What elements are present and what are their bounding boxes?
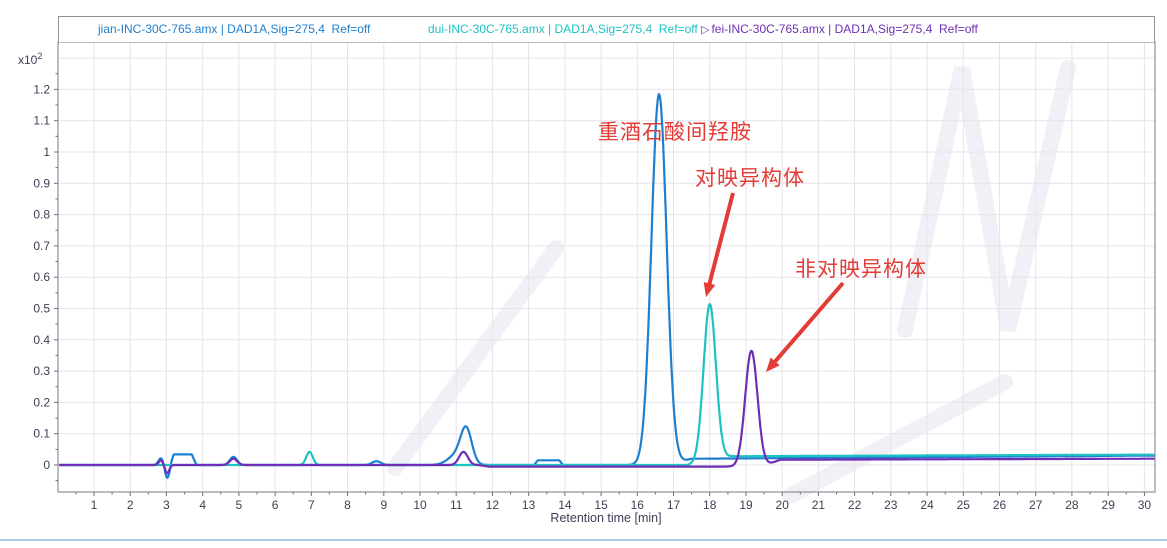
svg-text:15: 15 bbox=[594, 498, 608, 512]
svg-text:11: 11 bbox=[450, 498, 463, 512]
svg-text:29: 29 bbox=[1102, 498, 1116, 512]
svg-text:12: 12 bbox=[486, 498, 500, 512]
legend-entry-fei[interactable]: ▷ fei-INC-30C-765.amx | DAD1A,Sig=275,4 R… bbox=[701, 22, 978, 36]
axis-ticks bbox=[54, 73, 1145, 496]
svg-text:10: 10 bbox=[413, 498, 427, 512]
annotation-enantiomer: 对映异构体 bbox=[695, 167, 805, 190]
svg-text:0.1: 0.1 bbox=[33, 427, 50, 441]
svg-text:3: 3 bbox=[163, 498, 170, 512]
svg-text:1.2: 1.2 bbox=[33, 82, 50, 96]
legend-label-dui: dui-INC-30C-765.amx | DAD1A,Sig=275,4 Re… bbox=[428, 22, 698, 36]
svg-text:1: 1 bbox=[91, 498, 98, 512]
svg-text:18: 18 bbox=[703, 498, 717, 512]
svg-text:0.8: 0.8 bbox=[33, 208, 50, 222]
trace-fei[interactable] bbox=[58, 349, 1155, 475]
legend-entry-dui[interactable]: dui-INC-30C-765.amx | DAD1A,Sig=275,4 Re… bbox=[426, 22, 698, 36]
svg-text:27: 27 bbox=[1029, 498, 1043, 512]
svg-text:21: 21 bbox=[812, 498, 826, 512]
plot-border bbox=[57, 41, 1156, 493]
x-axis-title: Retention time [min] bbox=[550, 511, 662, 525]
svg-text:0.4: 0.4 bbox=[33, 333, 50, 347]
annotation-arrows bbox=[703, 192, 845, 372]
svg-text:13: 13 bbox=[522, 498, 536, 512]
svg-text:0.2: 0.2 bbox=[33, 395, 50, 409]
svg-text:4: 4 bbox=[199, 498, 206, 512]
svg-text:23: 23 bbox=[884, 498, 898, 512]
annotation-diastereomer: 非对映异构体 bbox=[795, 258, 927, 281]
svg-text:5: 5 bbox=[236, 498, 243, 512]
legend-entry-jian[interactable]: jian-INC-30C-765.amx | DAD1A,Sig=275,4 R… bbox=[96, 22, 370, 36]
svg-text:7: 7 bbox=[308, 498, 315, 512]
svg-text:0.6: 0.6 bbox=[33, 270, 50, 284]
svg-text:0.5: 0.5 bbox=[33, 302, 50, 316]
svg-text:0.7: 0.7 bbox=[33, 239, 50, 253]
svg-text:20: 20 bbox=[776, 498, 790, 512]
svg-text:0.3: 0.3 bbox=[33, 364, 50, 378]
svg-text:14: 14 bbox=[558, 498, 572, 512]
svg-text:2: 2 bbox=[127, 498, 134, 512]
svg-text:8: 8 bbox=[344, 498, 351, 512]
svg-text:9: 9 bbox=[380, 498, 387, 512]
svg-text:22: 22 bbox=[848, 498, 862, 512]
legend-label-fei: fei-INC-30C-765.amx | DAD1A,Sig=275,4 Re… bbox=[711, 22, 978, 36]
svg-text:19: 19 bbox=[739, 498, 753, 512]
legend-bar: jian-INC-30C-765.amx | DAD1A,Sig=275,4 R… bbox=[58, 16, 1155, 42]
svg-text:16: 16 bbox=[631, 498, 645, 512]
bottom-divider bbox=[0, 539, 1167, 541]
svg-text:0.9: 0.9 bbox=[33, 176, 50, 190]
svg-text:0: 0 bbox=[43, 458, 50, 472]
legend-marker-fei: ▷ bbox=[701, 24, 710, 36]
gridlines bbox=[58, 42, 1155, 492]
svg-text:17: 17 bbox=[667, 498, 681, 512]
svg-text:1: 1 bbox=[43, 145, 50, 159]
legend-label-jian: jian-INC-30C-765.amx | DAD1A,Sig=275,4 R… bbox=[98, 22, 371, 36]
svg-text:6: 6 bbox=[272, 498, 279, 512]
y-axis-multiplier: x102 bbox=[18, 51, 43, 67]
svg-text:25: 25 bbox=[957, 498, 971, 512]
svg-text:28: 28 bbox=[1065, 498, 1079, 512]
svg-text:24: 24 bbox=[920, 498, 934, 512]
svg-text:1.1: 1.1 bbox=[33, 114, 50, 128]
svg-text:30: 30 bbox=[1138, 498, 1152, 512]
annotation-metaraminol-bitartrate: 重酒石酸间羟胺 bbox=[598, 121, 752, 144]
svg-text:26: 26 bbox=[993, 498, 1007, 512]
axis-tick-labels: 1 2 3 4 5 6 7 8 9 10 11 12 13 14 15 16 17 18 19 20 21 22 23 24 2… bbox=[33, 82, 1151, 512]
watermark bbox=[387, 60, 1076, 504]
